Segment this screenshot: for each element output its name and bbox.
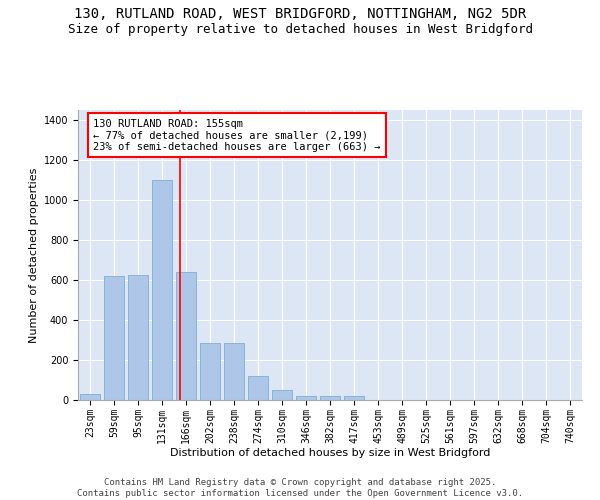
Bar: [104, 276, 124, 400]
Text: 130, RUTLAND ROAD, WEST BRIDGFORD, NOTTINGHAM, NG2 5DR: 130, RUTLAND ROAD, WEST BRIDGFORD, NOTTI…: [74, 8, 526, 22]
Bar: [320, 396, 340, 400]
X-axis label: Distribution of detached houses by size in West Bridgford: Distribution of detached houses by size …: [170, 448, 490, 458]
Text: Size of property relative to detached houses in West Bridgford: Size of property relative to detached ho…: [67, 22, 533, 36]
Bar: [152, 180, 172, 400]
Bar: [176, 272, 196, 400]
Bar: [248, 376, 268, 400]
Bar: [272, 390, 292, 400]
Bar: [200, 343, 220, 400]
Bar: [344, 396, 364, 400]
Bar: [224, 343, 244, 400]
Bar: [80, 394, 100, 400]
Text: Contains HM Land Registry data © Crown copyright and database right 2025.
Contai: Contains HM Land Registry data © Crown c…: [77, 478, 523, 498]
Text: 130 RUTLAND ROAD: 155sqm
← 77% of detached houses are smaller (2,199)
23% of sem: 130 RUTLAND ROAD: 155sqm ← 77% of detach…: [93, 118, 380, 152]
Y-axis label: Number of detached properties: Number of detached properties: [29, 168, 40, 342]
Bar: [128, 275, 148, 400]
Bar: [296, 396, 316, 400]
